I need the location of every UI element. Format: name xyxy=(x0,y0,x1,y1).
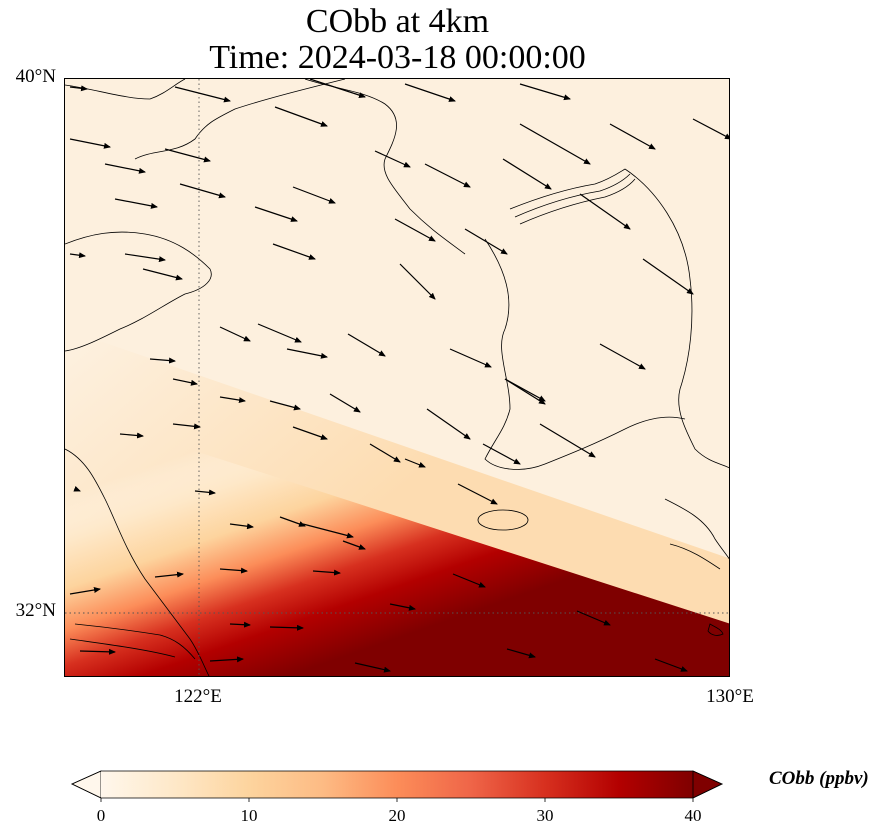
wind-arrow xyxy=(69,85,88,92)
wind-arrow xyxy=(219,567,248,574)
wind-arrow xyxy=(286,348,328,359)
lat-label-32n: 32°N xyxy=(15,600,56,621)
wind-arrow xyxy=(457,483,498,505)
wind-arrow xyxy=(609,123,656,150)
wind-arrow xyxy=(114,198,158,209)
wind-arrow xyxy=(642,258,694,295)
map-title: CObb at 4km xyxy=(305,3,490,40)
wind-arrow xyxy=(394,218,436,242)
wind-arrow xyxy=(219,396,246,404)
wind-arrow xyxy=(69,252,86,259)
lon-label-130e: 130°E xyxy=(706,686,754,707)
wind-arrow xyxy=(164,148,211,163)
map-subtitle-time: Time: 2024-03-18 00:00:00 xyxy=(209,39,586,76)
wind-arrow xyxy=(342,540,366,550)
colorbar-max-extend xyxy=(692,770,723,799)
wind-arrow xyxy=(292,426,328,440)
wind-arrow xyxy=(172,423,201,430)
colorbar-ticks xyxy=(100,798,694,802)
colorbar-tick-30: 30 xyxy=(536,806,554,825)
wind-arrow xyxy=(272,243,316,260)
co-plume xyxy=(65,409,729,676)
wind-arrow xyxy=(257,323,302,343)
wind-arrow xyxy=(73,485,81,492)
wind-arrow xyxy=(389,603,416,611)
wind-arrow xyxy=(576,610,611,626)
wind-arrow xyxy=(292,186,336,204)
lon-label-122e: 122°E xyxy=(174,686,222,707)
wind-arrow xyxy=(302,523,354,539)
wind-arrow xyxy=(142,268,183,281)
wind-arrow xyxy=(374,150,411,168)
wind-arrow xyxy=(482,443,521,465)
wind-arrow xyxy=(174,86,231,103)
wind-arrow xyxy=(274,106,328,127)
wind-arrow xyxy=(519,123,591,165)
wind-arrow xyxy=(424,163,471,188)
wind-arrow xyxy=(104,163,146,174)
colorbar-tick-40: 40 xyxy=(684,806,702,825)
colorbar-tick-10: 10 xyxy=(240,806,258,825)
wind-arrow xyxy=(579,193,631,230)
colorbar-tick-20: 20 xyxy=(388,806,406,825)
lat-label-40n: 40°N xyxy=(15,66,56,87)
wind-arrow xyxy=(229,621,251,628)
wind-arrow xyxy=(124,253,166,263)
wind-arrow xyxy=(154,571,184,578)
wind-arrow xyxy=(79,648,116,655)
wind-arrow xyxy=(347,333,386,357)
wind-arrow xyxy=(519,83,571,101)
wind-arrow xyxy=(426,408,471,440)
coastlines xyxy=(65,79,729,676)
wind-arrow xyxy=(452,573,486,588)
wind-arrow xyxy=(449,348,492,368)
wind-arrow xyxy=(504,378,546,405)
wind-arrow xyxy=(254,206,298,222)
colorbar-tick-0: 0 xyxy=(96,806,106,825)
wind-arrow xyxy=(269,400,301,411)
wind-arrow xyxy=(399,263,436,300)
wind-arrow xyxy=(172,378,198,386)
wind-arrow xyxy=(329,393,361,413)
wind-arrow xyxy=(309,79,366,98)
wind-arrow xyxy=(404,83,456,102)
wind-arrow xyxy=(539,423,596,458)
wind-arrow xyxy=(269,624,304,631)
colorbar-label: CObb (ppbv) xyxy=(769,768,869,789)
wind-arrow xyxy=(506,648,536,659)
map-panel xyxy=(64,78,730,677)
wind-arrow xyxy=(219,326,251,342)
wind-arrow xyxy=(229,523,254,530)
wind-arrow xyxy=(502,158,552,190)
wind-arrow xyxy=(599,343,646,370)
small-island xyxy=(707,623,724,636)
wind-arrow xyxy=(369,443,401,463)
colorbar-min-extend xyxy=(71,770,102,799)
wind-arrow xyxy=(119,432,144,439)
colorbar-gradient xyxy=(101,771,693,798)
wind-arrow xyxy=(194,489,216,496)
wind-arrow xyxy=(209,656,244,663)
wind-arrow xyxy=(464,228,508,255)
map-canvas xyxy=(65,79,729,676)
wind-arrow xyxy=(404,458,426,468)
colorbar xyxy=(71,770,723,802)
wind-arrow xyxy=(69,587,101,595)
wind-arrow xyxy=(692,118,729,140)
wind-arrow xyxy=(69,138,111,149)
wind-arrow xyxy=(354,662,391,673)
wind-arrow xyxy=(279,516,306,527)
wind-vector-field xyxy=(69,79,729,673)
wind-arrow xyxy=(654,658,688,672)
wind-arrow xyxy=(312,569,341,576)
wind-arrow xyxy=(149,357,176,364)
wind-arrow xyxy=(179,183,226,199)
jeju-island xyxy=(477,509,529,531)
